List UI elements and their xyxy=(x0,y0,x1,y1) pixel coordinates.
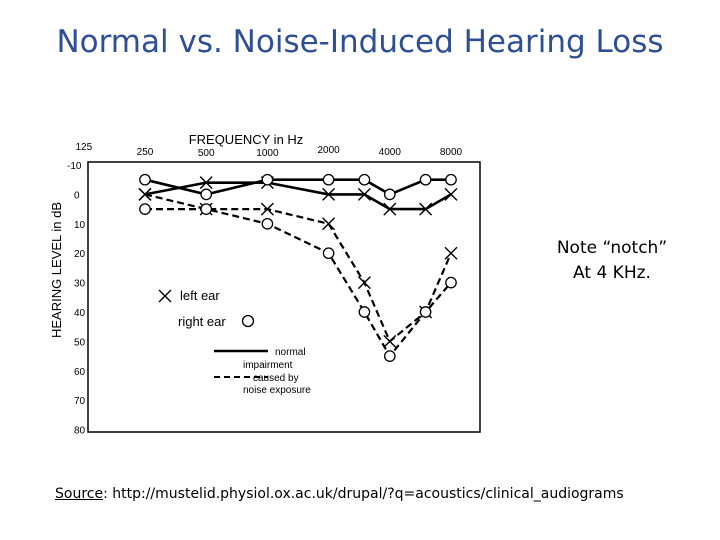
data-point-x xyxy=(357,276,371,290)
data-point-circle xyxy=(358,306,371,318)
source-line: Source: http://mustelid.physiol.ox.ac.uk… xyxy=(55,486,624,502)
y-tick-label: 50 xyxy=(74,337,86,348)
y-tick-label: 0 xyxy=(74,190,80,201)
x-tick-label: 1000 xyxy=(256,148,279,159)
x-tick-label: 8000 xyxy=(440,147,463,158)
data-point-circle xyxy=(322,247,335,260)
slide-title: Normal vs. Noise-Induced Hearing Loss xyxy=(56,24,664,60)
data-point-x xyxy=(322,217,336,231)
legend-x-marker xyxy=(158,289,172,303)
legend-circle-marker xyxy=(241,314,255,328)
source-text: : http://mustelid.physiol.ox.ac.uk/drupa… xyxy=(103,486,624,502)
legend-normal-label: normal xyxy=(275,347,306,358)
data-point-circle xyxy=(419,173,432,186)
data-point-circle xyxy=(419,306,432,318)
note-line-2: At 4 KHz. xyxy=(573,263,651,283)
y-tick-label: 40 xyxy=(74,308,86,319)
data-point-circle xyxy=(445,276,457,289)
plot-frame xyxy=(87,161,481,433)
x-tick-label: 500 xyxy=(198,148,215,159)
series-line xyxy=(144,181,452,211)
data-point-x xyxy=(383,202,397,216)
data-point-circle xyxy=(200,203,213,215)
data-point-circle xyxy=(383,188,396,201)
data-point-circle xyxy=(383,350,396,362)
data-point-circle xyxy=(322,173,335,186)
data-point-x xyxy=(138,187,152,201)
legend-right-ear-label: right ear xyxy=(178,314,226,329)
notch-note: Note “notch” At 4 KHz. xyxy=(512,236,712,286)
legend-noise-label: noise exposure xyxy=(243,385,311,396)
data-point-circle xyxy=(139,203,151,215)
series-group xyxy=(138,173,458,362)
data-point-x xyxy=(322,187,336,201)
series-line xyxy=(144,193,453,344)
y-tick-label: 20 xyxy=(74,249,86,260)
series-line xyxy=(144,178,451,196)
note-line-1: Note “notch” xyxy=(556,238,668,258)
data-point-x xyxy=(260,202,274,216)
legend: left ear right ear normal impairment cau… xyxy=(158,288,311,396)
data-point-circle xyxy=(261,173,274,186)
x-tick-label: 250 xyxy=(137,147,154,158)
data-point-circle xyxy=(358,173,371,186)
data-point-circle xyxy=(445,173,457,186)
legend-impairment-label: impairment xyxy=(243,360,293,371)
data-point-circle xyxy=(139,173,151,186)
data-point-x xyxy=(357,187,371,201)
y-tick-label: 30 xyxy=(74,279,86,290)
y-tick-label: -10 xyxy=(67,161,82,172)
data-point-x xyxy=(383,334,397,348)
series-line xyxy=(145,208,452,359)
data-point-x xyxy=(444,246,458,260)
data-point-circle xyxy=(261,217,274,230)
y-tick-label: 60 xyxy=(74,367,86,378)
x-tick-label: 4000 xyxy=(379,147,402,158)
data-point-circle xyxy=(200,188,213,201)
tick-labels: 125 250 500 1000 2000 4000 8000 -10 0 10 20 30 40 50 6… xyxy=(67,142,463,437)
data-point-x xyxy=(419,202,433,216)
x-axis-title: FREQUENCY in Hz xyxy=(189,132,304,147)
x-tick-label: 125 xyxy=(75,142,92,153)
data-point-x xyxy=(199,176,213,190)
data-point-x xyxy=(444,187,458,201)
x-tick-label: 2000 xyxy=(317,145,340,156)
y-tick-label: 80 xyxy=(74,426,86,437)
y-tick-label: 70 xyxy=(74,396,86,407)
y-tick-label: 10 xyxy=(74,220,86,231)
legend-left-ear-label: left ear xyxy=(180,288,220,303)
y-axis-title: HEARING LEVEL in dB xyxy=(49,202,64,338)
source-label: Source xyxy=(55,486,104,502)
legend-caused-label: caused by xyxy=(253,373,299,384)
